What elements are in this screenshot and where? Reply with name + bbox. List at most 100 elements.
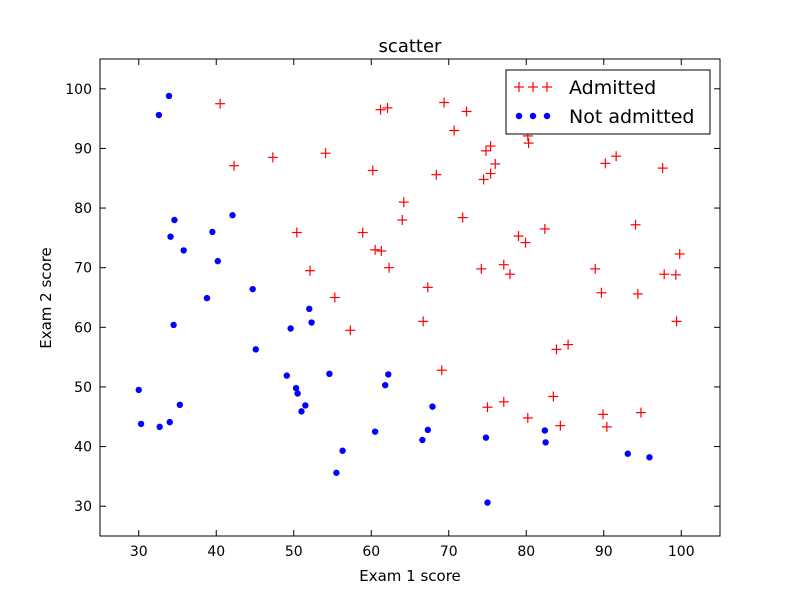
y-tick-label: 50: [74, 380, 92, 396]
data-point-not-admitted: [155, 111, 163, 119]
x-tick-label: 50: [285, 544, 303, 560]
data-point-admitted: [590, 263, 601, 274]
legend-marker-not-admitted: [543, 112, 551, 120]
data-point-admitted: [597, 409, 608, 420]
data-point-admitted: [478, 174, 489, 185]
y-tick-label: 40: [74, 440, 92, 456]
data-point-admitted: [357, 227, 368, 238]
y-axis-label: Exam 2 score: [37, 247, 55, 349]
data-point-admitted: [555, 420, 566, 431]
data-point-not-admitted: [326, 370, 333, 378]
x-tick-label: 40: [207, 544, 225, 560]
x-axis-label: Exam 1 score: [359, 567, 461, 585]
data-point-not-admitted: [302, 402, 309, 409]
legend: Admitted Not admitted: [505, 69, 711, 135]
data-point-admitted: [476, 263, 487, 274]
data-point-admitted: [449, 125, 460, 136]
data-point-admitted: [436, 365, 447, 376]
data-point-admitted: [329, 292, 340, 303]
x-tick-label: 60: [362, 544, 380, 560]
legend-label: Admitted: [569, 77, 656, 99]
data-point-not-admitted: [171, 216, 178, 224]
data-point-admitted: [539, 223, 550, 234]
data-point-admitted: [485, 168, 496, 179]
data-point-not-admitted: [624, 450, 631, 457]
data-point-admitted: [498, 259, 509, 270]
data-point-not-admitted: [229, 212, 236, 219]
y-tick-label: 70: [74, 261, 92, 277]
data-point-not-admitted: [542, 439, 549, 446]
data-point-not-admitted: [135, 386, 142, 394]
legend-marker-admitted: [514, 82, 524, 92]
data-point-admitted: [635, 407, 646, 418]
data-point-admitted: [563, 339, 574, 350]
data-point-admitted: [320, 148, 331, 159]
data-point-admitted: [523, 138, 534, 149]
data-point-not-admitted: [484, 499, 491, 506]
legend-marker-admitted: [528, 82, 538, 92]
data-point-admitted: [482, 402, 493, 413]
data-point-not-admitted: [298, 408, 305, 415]
data-point-not-admitted: [339, 447, 346, 454]
data-point-not-admitted: [156, 423, 163, 431]
data-point-admitted: [439, 97, 450, 108]
data-point-admitted: [522, 412, 533, 423]
data-point-not-admitted: [203, 294, 211, 302]
data-point-not-admitted: [170, 321, 177, 329]
data-point-admitted: [305, 265, 316, 276]
data-point-admitted: [630, 219, 641, 230]
data-point-not-admitted: [283, 372, 290, 379]
data-point-admitted: [659, 269, 670, 280]
data-point-admitted: [418, 316, 429, 327]
data-point-admitted: [229, 160, 240, 171]
y-tick-label: 30: [74, 499, 92, 515]
data-point-not-admitted: [308, 319, 315, 326]
data-point-not-admitted: [482, 434, 490, 441]
legend-marker-not-admitted: [515, 112, 523, 120]
data-point-not-admitted: [137, 420, 145, 428]
data-point-not-admitted: [252, 346, 259, 353]
data-point-admitted: [670, 269, 681, 280]
plot-area: 30 40 50 60 70 80 90 100 30 40 50 60 70 80 90 100: [65, 58, 721, 560]
data-point-admitted: [397, 214, 408, 225]
data-point-not-admitted: [167, 233, 174, 240]
data-point-not-admitted: [249, 285, 256, 293]
x-tick-label: 80: [517, 544, 535, 560]
data-point-admitted: [375, 104, 386, 115]
y-tick-label: 90: [74, 141, 92, 157]
x-tick-label: 70: [440, 544, 458, 560]
data-point-not-admitted: [306, 305, 313, 313]
data-point-not-admitted: [419, 436, 426, 444]
data-point-not-admitted: [292, 384, 300, 392]
data-point-not-admitted: [385, 371, 392, 378]
x-tick-label: 90: [595, 544, 613, 560]
data-point-not-admitted: [371, 428, 379, 435]
data-point-admitted: [367, 165, 378, 176]
y-tick-label: 60: [74, 320, 92, 336]
data-point-not-admitted: [333, 469, 340, 476]
data-point-not-admitted: [214, 257, 221, 265]
y-tick-label: 80: [74, 201, 92, 217]
data-point-not-admitted: [294, 390, 301, 397]
data-point-not-admitted: [424, 426, 432, 434]
data-point-not-admitted: [165, 92, 173, 100]
data-point-admitted: [384, 262, 395, 273]
data-point-admitted: [422, 282, 433, 293]
data-point-admitted: [490, 158, 501, 169]
data-point-not-admitted: [382, 381, 389, 389]
x-tick-label: 100: [668, 544, 695, 560]
data-point-admitted: [480, 145, 491, 156]
data-point-not-admitted: [541, 427, 549, 434]
data-point-admitted: [498, 396, 509, 407]
data-point-not-admitted: [180, 247, 187, 254]
legend-marker-admitted: [542, 82, 552, 92]
data-point-admitted: [600, 158, 611, 169]
data-point-admitted: [457, 212, 468, 223]
data-point-admitted: [551, 344, 562, 355]
data-point-admitted: [345, 325, 356, 336]
data-point-admitted: [601, 421, 612, 432]
data-point-admitted: [215, 98, 226, 109]
y-tick-label: 100: [65, 82, 92, 98]
data-point-admitted: [398, 197, 409, 208]
